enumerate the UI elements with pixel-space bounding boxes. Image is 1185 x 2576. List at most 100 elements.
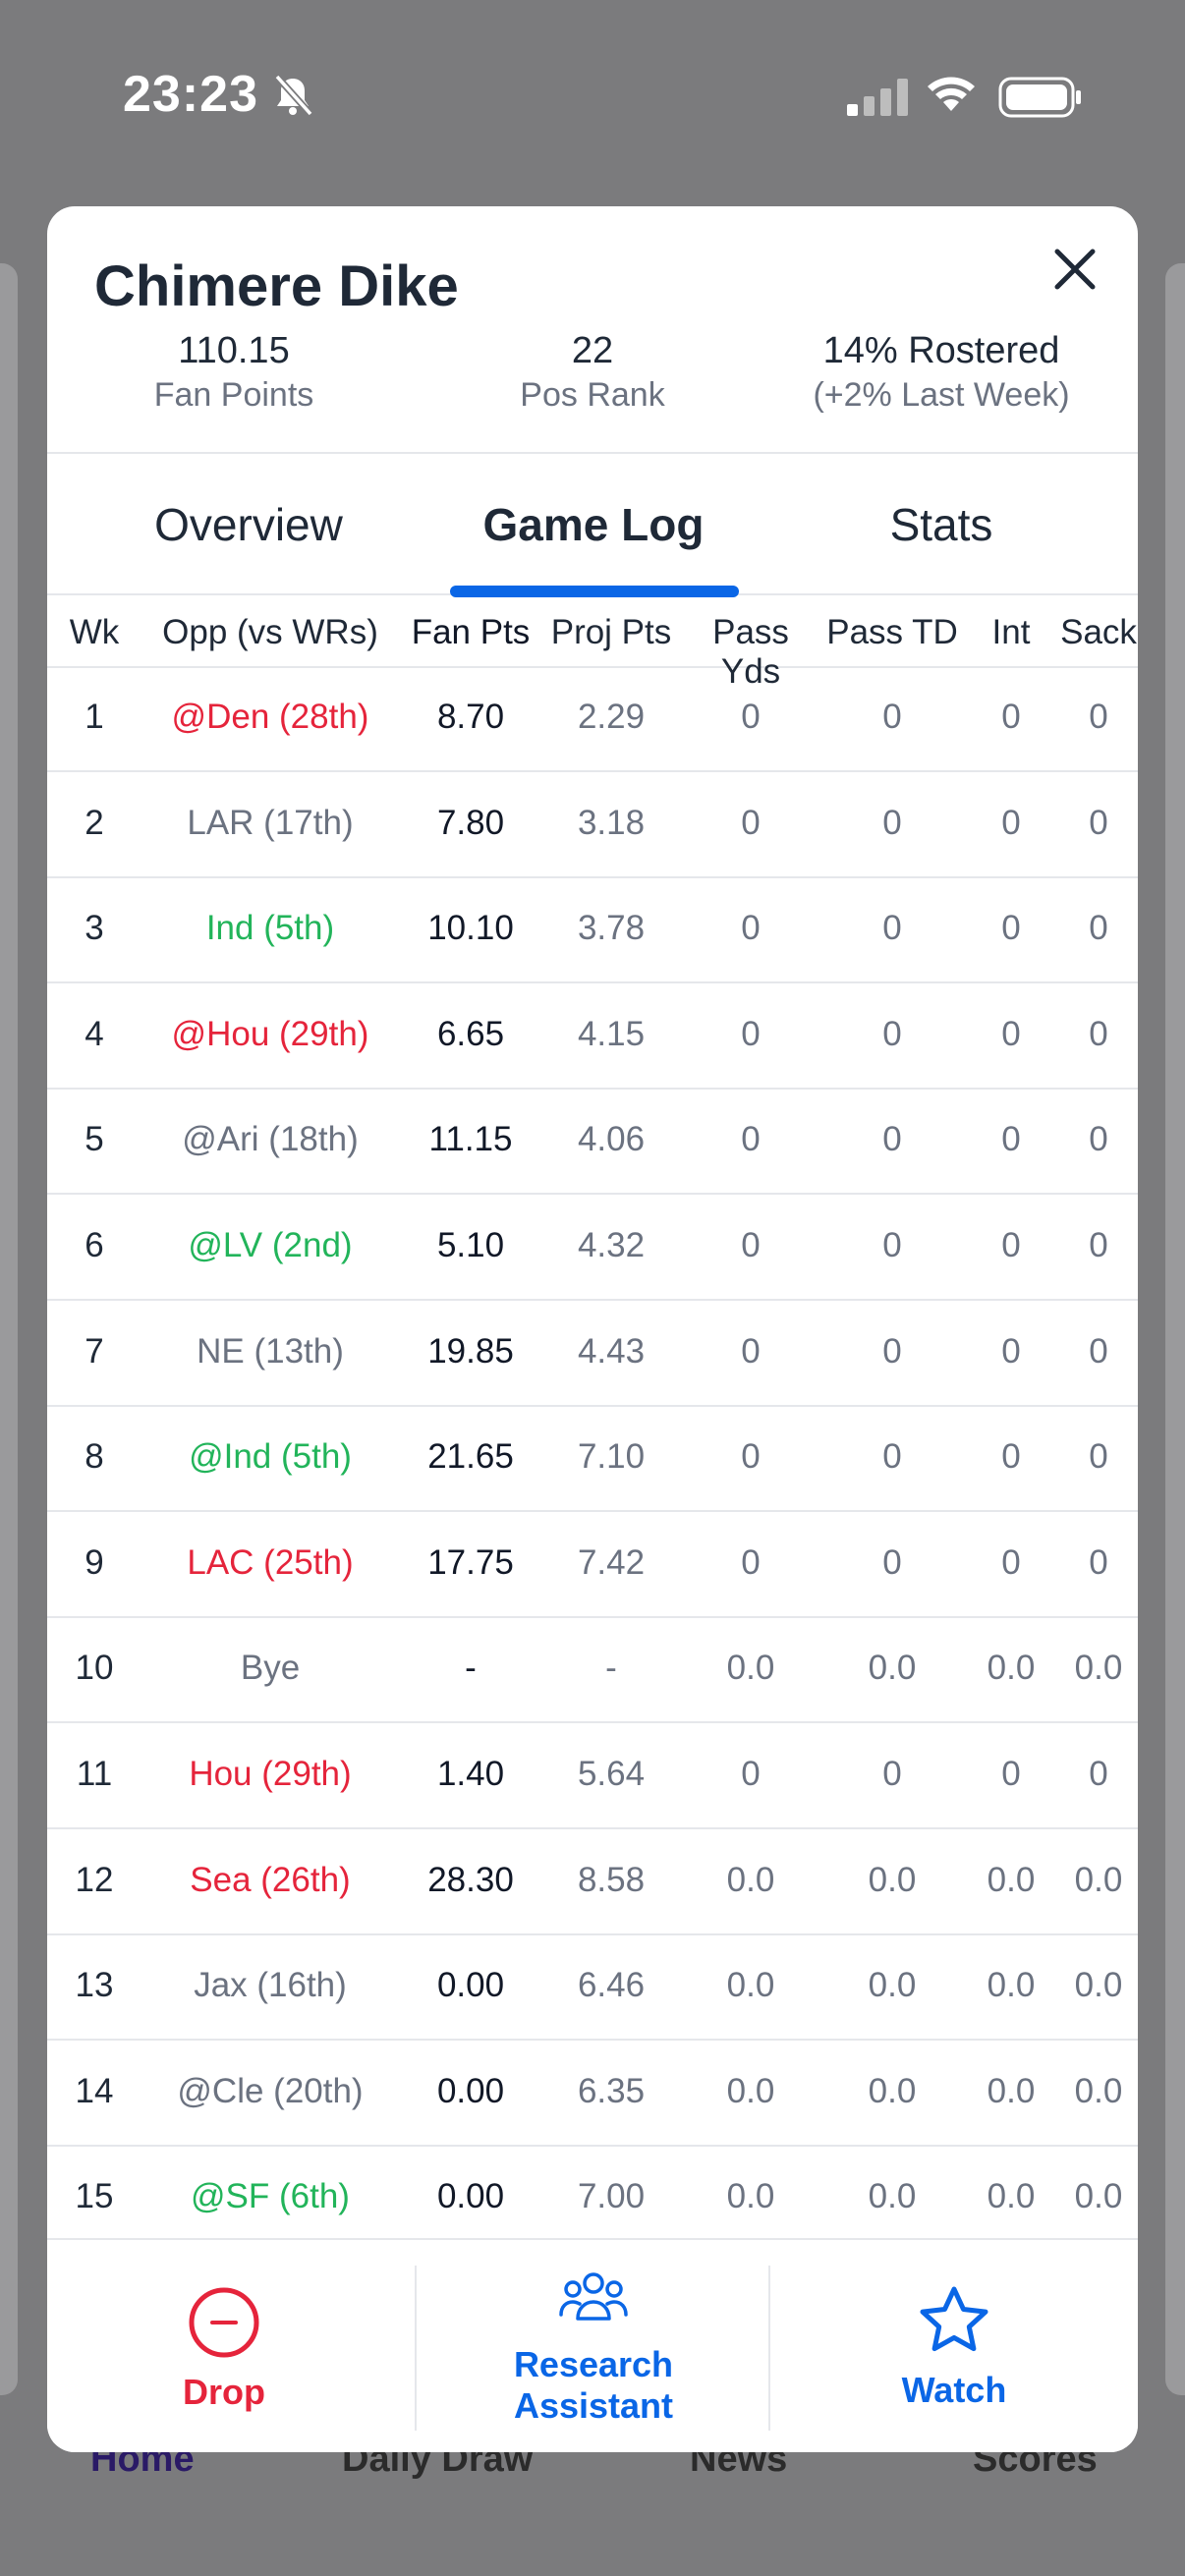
table-row[interactable]: 14 @Cle (20th) 0.00 6.35 0.0 0.0 0.0 0.0 — [47, 2041, 1138, 2147]
cell-pass-yds: 0 — [741, 803, 761, 842]
cell-week: 12 — [75, 1860, 114, 1899]
player-modal: Chimere Dike 110.15 Fan Points 22 Pos Ra… — [47, 206, 1138, 2452]
table-row[interactable]: 15 @SF (6th) 0.00 7.00 0.0 0.0 0.0 0.0 — [47, 2146, 1138, 2253]
cell-fan-pts: 8.70 — [436, 698, 505, 736]
cell-proj-pts: 3.78 — [577, 909, 646, 948]
cell-sack: 0 — [1089, 1331, 1108, 1371]
cell-pass-td: 0.0 — [868, 2177, 917, 2216]
table-row[interactable]: 8 @Ind (5th) 21.65 7.10 0 0 0 0 — [47, 1406, 1138, 1513]
table-header: Wk Opp (vs WRs) Fan Pts Proj Pts Pass Yd… — [47, 595, 1138, 691]
fan-points-summary: 110.15 Fan Points — [57, 330, 411, 415]
cell-fan-pts: 10.10 — [427, 909, 514, 948]
cell-opponent: LAR (17th) — [187, 803, 354, 842]
cell-proj-pts: 5.64 — [577, 1755, 646, 1793]
cell-proj-pts: 7.42 — [577, 1542, 646, 1582]
cell-opponent: Bye — [240, 1649, 301, 1688]
cell-pass-td: 0 — [882, 698, 902, 736]
table-row[interactable]: 13 Jax (16th) 0.00 6.46 0.0 0.0 0.0 0.0 — [47, 1934, 1138, 2042]
cell-opponent: @Cle (20th) — [177, 2071, 364, 2110]
cell-sack: 0.0 — [1074, 1860, 1123, 1899]
signal-icon — [847, 79, 908, 116]
cell-pass-td: 0 — [882, 1226, 902, 1264]
battery-icon — [998, 77, 1081, 118]
cell-week: 14 — [75, 2071, 114, 2110]
divider — [415, 2266, 417, 2431]
column-header-pass-yds: Pass Yds — [712, 613, 789, 691]
action-bar: Drop Research Assistant Watch — [47, 2238, 1138, 2452]
table-row[interactable]: 11 Hou (29th) 1.40 5.64 0 0 0 0 — [47, 1723, 1138, 1829]
cell-proj-pts: 7.10 — [577, 1437, 646, 1477]
cell-pass-td: 0 — [882, 1542, 902, 1582]
cell-proj-pts: 2.29 — [577, 698, 646, 736]
cell-sack: 0.0 — [1074, 1649, 1123, 1688]
research-assistant-button[interactable]: Research Assistant — [417, 2240, 770, 2452]
cell-pass-td: 0 — [882, 1120, 902, 1159]
watch-button[interactable]: Watch — [770, 2240, 1138, 2452]
cell-opponent: @SF (6th) — [191, 2177, 350, 2216]
cell-week: 6 — [85, 1226, 104, 1264]
drop-label: Drop — [183, 2372, 265, 2412]
divider — [768, 2266, 770, 2431]
star-icon — [920, 2286, 988, 2352]
cell-pass-td: 0 — [882, 1755, 902, 1793]
people-icon — [559, 2272, 628, 2321]
cell-sack: 0 — [1089, 1226, 1108, 1264]
minus-circle-icon — [189, 2287, 259, 2358]
table-row[interactable]: 1 @Den (28th) 8.70 2.29 0 0 0 0 — [47, 666, 1138, 772]
cell-pass-yds: 0.0 — [726, 2071, 775, 2110]
cell-opponent: NE (13th) — [197, 1331, 344, 1371]
cell-opponent: Hou (29th) — [189, 1755, 352, 1793]
cell-int: 0.0 — [987, 2177, 1036, 2216]
table-row[interactable]: 12 Sea (26th) 28.30 8.58 0.0 0.0 0.0 0.0 — [47, 1829, 1138, 1935]
cell-int: 0.0 — [987, 1649, 1036, 1688]
table-row[interactable]: 3 Ind (5th) 10.10 3.78 0 0 0 0 — [47, 877, 1138, 984]
table-row[interactable]: 9 LAC (25th) 17.75 7.42 0 0 0 0 — [47, 1512, 1138, 1618]
fan-points-label: Fan Points — [153, 376, 314, 414]
tab-stats[interactable]: Stats — [889, 499, 993, 550]
tab-game-log[interactable]: Game Log — [482, 499, 705, 550]
cell-pass-yds: 0 — [741, 1542, 761, 1582]
cell-opponent: @Den (28th) — [171, 698, 369, 736]
player-summary: 110.15 Fan Points 22 Pos Rank 14% Roster… — [47, 330, 1138, 428]
research-assistant-label: Research Assistant — [417, 2344, 770, 2427]
cell-pass-td: 0 — [882, 1014, 902, 1053]
background-card-right — [1165, 263, 1185, 2395]
table-row[interactable]: 2 LAR (17th) 7.80 3.18 0 0 0 0 — [47, 772, 1138, 878]
cell-pass-td: 0.0 — [868, 2071, 917, 2110]
column-header-pass-td: Pass TD — [826, 613, 958, 651]
cell-int: 0 — [1001, 1542, 1021, 1582]
table-row[interactable]: 5 @Ari (18th) 11.15 4.06 0 0 0 0 — [47, 1089, 1138, 1196]
watch-label: Watch — [901, 2370, 1007, 2410]
divider — [47, 452, 1138, 454]
cell-opponent: Ind (5th) — [205, 909, 335, 948]
table-row[interactable]: 4 @Hou (29th) 6.65 4.15 0 0 0 0 — [47, 983, 1138, 1090]
cell-sack: 0.0 — [1074, 1966, 1123, 2005]
cell-week: 8 — [85, 1437, 104, 1477]
tab-overview[interactable]: Overview — [154, 499, 343, 550]
cell-int: 0 — [1001, 698, 1021, 736]
rostered-value: 14% Rostered — [822, 330, 1060, 371]
cell-opponent: Jax (16th) — [194, 1966, 347, 2005]
table-row[interactable]: 7 NE (13th) 19.85 4.43 0 0 0 0 — [47, 1301, 1138, 1407]
research-label-line1: Research — [513, 2344, 674, 2384]
table-row[interactable]: 6 @LV (2nd) 5.10 4.32 0 0 0 0 — [47, 1195, 1138, 1301]
close-icon[interactable] — [1047, 242, 1102, 297]
column-header-proj-pts: Proj Pts — [550, 613, 672, 651]
cell-proj-pts: 4.06 — [577, 1120, 646, 1159]
table-row[interactable]: 10 Bye - - 0.0 0.0 0.0 0.0 — [47, 1617, 1138, 1724]
cell-week: 5 — [85, 1120, 104, 1159]
cell-opponent: @Ind (5th) — [189, 1437, 352, 1477]
cell-fan-pts: 21.65 — [427, 1437, 514, 1477]
column-header-wk: Wk — [69, 613, 120, 651]
pos-rank-value: 22 — [571, 330, 614, 371]
cell-fan-pts: 6.65 — [436, 1014, 505, 1053]
cell-pass-yds: 0 — [741, 1120, 761, 1159]
cell-fan-pts: 0.00 — [436, 2071, 505, 2110]
cell-proj-pts: 3.18 — [577, 803, 646, 842]
cell-proj-pts: 6.35 — [577, 2071, 646, 2110]
cell-pass-td: 0.0 — [868, 1860, 917, 1899]
cell-sack: 0 — [1089, 1755, 1108, 1793]
cell-pass-td: 0 — [882, 1437, 902, 1477]
drop-button[interactable]: Drop — [47, 2240, 401, 2452]
cell-fan-pts: 28.30 — [427, 1860, 514, 1899]
